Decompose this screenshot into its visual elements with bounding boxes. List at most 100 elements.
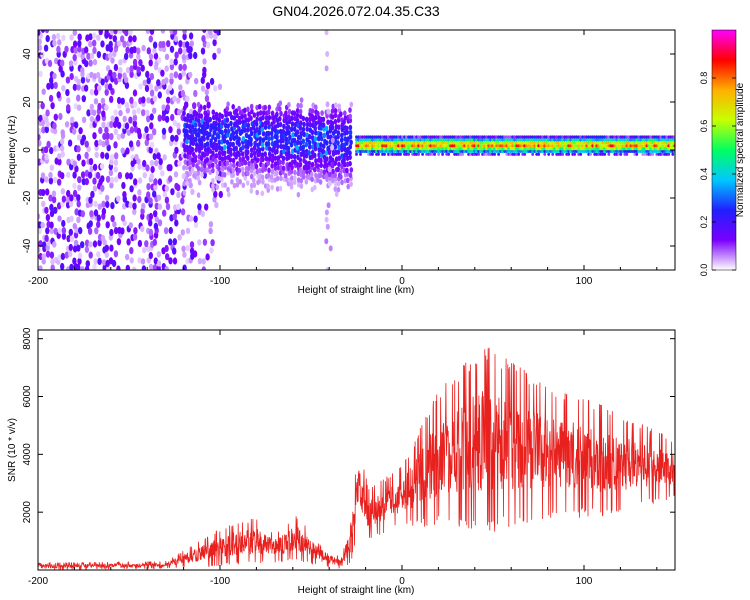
spectrogram-cell bbox=[611, 144, 615, 148]
spectrogram-cell bbox=[391, 135, 394, 139]
spectrogram-cell bbox=[429, 149, 432, 153]
spectrogram-cell bbox=[563, 147, 567, 151]
spectrogram-cell bbox=[185, 129, 189, 135]
spectrogram-cell bbox=[471, 152, 474, 156]
spectrogram-cell bbox=[495, 147, 498, 151]
spectrogram-cell bbox=[381, 141, 384, 145]
spectrogram-cell bbox=[369, 152, 372, 156]
spectrogram-cell bbox=[188, 45, 193, 53]
spectrogram-cell bbox=[240, 128, 244, 135]
spectrogram-cell bbox=[154, 85, 159, 92]
spectrogram-cell bbox=[214, 201, 219, 209]
spectrogram-cell bbox=[395, 138, 398, 142]
spectrogram-cell bbox=[439, 135, 442, 139]
spectrogram-cell bbox=[292, 126, 297, 132]
spectrogram-cell bbox=[41, 88, 46, 95]
spectrogram-cell bbox=[387, 152, 390, 156]
spectrogram-cell bbox=[149, 141, 155, 149]
spectrogram-cell bbox=[467, 141, 470, 145]
spectrogram-cell bbox=[355, 147, 358, 151]
spectrogram-cell bbox=[633, 152, 637, 156]
spectrogram-cell bbox=[125, 264, 130, 270]
spectrogram-cell bbox=[413, 138, 416, 142]
spectrogram-cell bbox=[625, 144, 629, 148]
spectrogram-cell bbox=[513, 141, 517, 145]
spectrogram-cell bbox=[100, 175, 105, 183]
spectrogram-cell bbox=[647, 138, 651, 142]
spectrogram-cell bbox=[128, 116, 133, 124]
spectrogram-cell bbox=[252, 170, 257, 177]
spectrogram-cell bbox=[213, 136, 218, 143]
spectrogram-cell bbox=[324, 216, 329, 223]
spectrogram-cell bbox=[577, 147, 581, 151]
spectrogram-cell bbox=[507, 147, 511, 151]
spectrogram-cell bbox=[539, 135, 543, 139]
spectrogram-cell bbox=[643, 144, 647, 148]
spectrogram-cell bbox=[182, 48, 187, 55]
spectrogram-cell bbox=[205, 253, 210, 261]
spectrogram-cell bbox=[477, 135, 480, 139]
spectrogram-cell bbox=[541, 135, 545, 139]
spectrogram-cell bbox=[493, 144, 496, 148]
spectrogram-cell bbox=[185, 138, 189, 145]
spectrogram-cell bbox=[172, 119, 178, 127]
spectrogram-cell bbox=[124, 52, 129, 61]
spectrogram-cell bbox=[455, 135, 458, 139]
spectrogram-cell bbox=[202, 171, 207, 179]
spectrogram-cell bbox=[533, 138, 537, 142]
spectrogram-cell bbox=[403, 138, 406, 142]
spectrogram-cell bbox=[228, 157, 233, 163]
spectrogram-cell bbox=[621, 149, 625, 153]
spectrogram-cell bbox=[453, 147, 456, 151]
spectrogram-cell bbox=[319, 168, 324, 175]
spectrogram-cell bbox=[94, 151, 99, 159]
spectrogram-cell bbox=[587, 152, 591, 156]
spectrogram-cell bbox=[266, 119, 271, 126]
spectrogram-cell bbox=[411, 141, 414, 145]
spectrogram-cell bbox=[299, 120, 303, 126]
spectrogram-cell bbox=[113, 250, 119, 258]
spectrogram-cell bbox=[509, 152, 513, 156]
spectrogram-cell bbox=[92, 46, 97, 55]
spectrogram-cell bbox=[240, 151, 245, 157]
spectrogram-cell bbox=[651, 135, 655, 139]
spectrogram-cell bbox=[599, 141, 603, 145]
spectrogram-cell bbox=[627, 149, 631, 153]
spectrogram-cell bbox=[72, 189, 78, 197]
spectrogram-cell bbox=[545, 138, 549, 142]
spectrogram-cell bbox=[129, 247, 134, 255]
spectrogram-cell bbox=[88, 158, 94, 166]
spectrogram-cell bbox=[385, 144, 388, 148]
spectrogram-cell bbox=[493, 141, 496, 145]
spectrogram-cell bbox=[38, 103, 41, 110]
spectrogram-cell bbox=[84, 151, 89, 159]
spectrogram-cell bbox=[583, 149, 587, 153]
spectrogram-cell bbox=[56, 91, 61, 99]
spectrogram-cell bbox=[60, 188, 66, 195]
spectrogram-cell bbox=[279, 175, 283, 182]
spectrogram-cell bbox=[225, 160, 230, 166]
spectrogram-cell bbox=[316, 135, 321, 142]
spectrogram-cell bbox=[194, 147, 198, 153]
spectrogram-cell bbox=[495, 149, 498, 153]
spectrogram-cell bbox=[603, 144, 607, 148]
spectrogram-cell bbox=[587, 149, 591, 153]
spectrogram-cell bbox=[68, 200, 74, 208]
spectrogram-cell bbox=[543, 144, 547, 148]
spectrogram-cell bbox=[429, 141, 432, 145]
spectrogram-cell bbox=[168, 257, 173, 265]
spectrogram-ytick-label: 40 bbox=[22, 48, 33, 60]
spectrogram-cell bbox=[581, 144, 585, 148]
spectrogram-cell bbox=[73, 103, 79, 110]
spectrogram-cell bbox=[293, 175, 297, 181]
spectrogram-cell bbox=[651, 149, 655, 153]
spectrogram-cell bbox=[595, 152, 599, 156]
spectrogram-cell bbox=[551, 138, 555, 142]
spectrogram-cell bbox=[605, 144, 609, 148]
spectrogram-cell bbox=[599, 138, 603, 142]
spectrogram-cell bbox=[182, 264, 187, 270]
spectrogram-cell bbox=[425, 141, 428, 145]
spectrogram-cell bbox=[200, 210, 205, 217]
spectrogram-cell bbox=[455, 149, 458, 153]
